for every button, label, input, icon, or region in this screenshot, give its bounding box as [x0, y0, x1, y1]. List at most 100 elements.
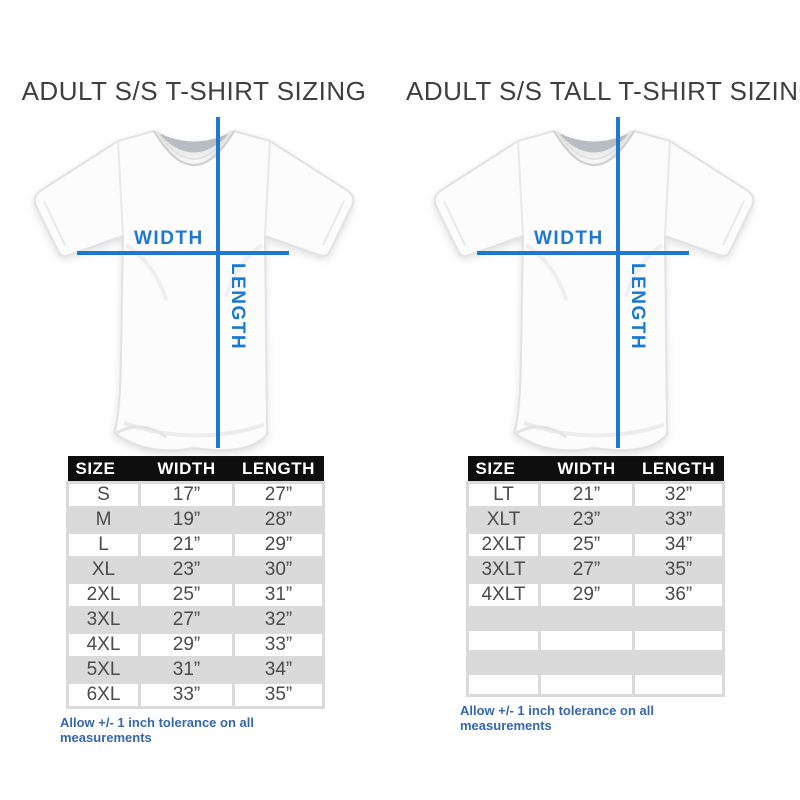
header-width: WIDTH [539, 456, 634, 483]
table-cell: XL [66, 555, 141, 584]
table-cell: 25” [538, 530, 635, 559]
table-row: 4XLT 29” 36” [466, 580, 725, 609]
page-title-tall: ADULT S/S TALL T-SHIRT SIZING [406, 76, 800, 106]
table-header-row: SIZE WIDTH LENGTH [67, 456, 324, 483]
table-cell: M [66, 505, 141, 534]
table-cell: 19” [138, 505, 235, 534]
table-cell: 23” [538, 505, 635, 534]
tolerance-note: Allow +/- 1 inch tolerance on all measur… [60, 714, 254, 745]
table-row [466, 649, 725, 675]
size-table-tall: SIZE WIDTH LENGTH LT 21” 32” XLT 23” 33” 2XLT 2… [466, 456, 725, 697]
table-row [466, 671, 725, 697]
table-header-row: SIZE WIDTH LENGTH [467, 456, 724, 483]
table-cell: 30” [232, 555, 325, 584]
table-cell: 36” [632, 580, 725, 609]
table-cell: 29” [138, 630, 235, 659]
table-cell: 21” [538, 480, 635, 509]
header-length: LENGTH [233, 456, 324, 483]
table-row: 2XLT 25” 34” [466, 530, 725, 559]
size-table-regular: SIZE WIDTH LENGTH S 17” 27” M 19” 28” L 21” 29” X… [66, 456, 325, 709]
table-cell: 21” [138, 530, 235, 559]
header-length: LENGTH [633, 456, 724, 483]
table-cell: 32” [632, 480, 725, 509]
table-row: M 19” 28” [66, 505, 325, 534]
length-measure-line [216, 117, 220, 449]
table-cell: 3XLT [466, 555, 541, 584]
table-cell: 4XL [66, 630, 141, 659]
table-row: S 17” 27” [66, 480, 325, 509]
length-label: LENGTH [627, 263, 648, 351]
table-cell: 2XLT [466, 530, 541, 559]
table-cell: 3XL [66, 605, 141, 634]
table-row: 6XL 33” 35” [66, 680, 325, 709]
table-row: LT 21” 32” [466, 480, 725, 509]
panel-tall-sizing: ADULT S/S TALL T-SHIRT SIZING WIDTH LENG… [406, 0, 800, 800]
table-cell: 23” [138, 555, 235, 584]
table-cell [538, 649, 635, 675]
table-cell: 33” [232, 630, 325, 659]
tshirt-measure-diagram: WIDTH LENGTH [24, 115, 364, 453]
length-label: LENGTH [227, 263, 248, 351]
table-cell: 28” [232, 505, 325, 534]
table-cell [632, 627, 725, 653]
header-width: WIDTH [139, 456, 234, 483]
table-cell: LT [466, 480, 541, 509]
table-cell: 35” [232, 680, 325, 709]
table-cell: 31” [232, 580, 325, 609]
table-cell: 17” [138, 480, 235, 509]
table-cell [632, 671, 725, 697]
table-cell: 31” [138, 655, 235, 684]
table-cell: 5XL [66, 655, 141, 684]
table-cell: 29” [232, 530, 325, 559]
table-cell: 33” [138, 680, 235, 709]
header-size: SIZE [67, 456, 140, 483]
table-row: 2XL 25” 31” [66, 580, 325, 609]
table-row: XLT 23” 33” [466, 505, 725, 534]
width-measure-line [477, 251, 689, 256]
table-cell: 35” [632, 555, 725, 584]
width-label: WIDTH [134, 228, 204, 250]
table-cell [538, 671, 635, 697]
table-row [466, 605, 725, 631]
table-cell: 27” [232, 480, 325, 509]
table-cell: 25” [138, 580, 235, 609]
table-cell: L [66, 530, 141, 559]
table-cell [466, 627, 541, 653]
table-cell [632, 649, 725, 675]
table-cell: 27” [538, 555, 635, 584]
table-cell [632, 605, 725, 631]
table-cell: 33” [632, 505, 725, 534]
panel-regular-sizing: ADULT S/S T-SHIRT SIZING WIDTH LENGTH [6, 0, 382, 800]
table-row: 3XLT 27” 35” [466, 555, 725, 584]
table-cell [466, 649, 541, 675]
table-row: L 21” 29” [66, 530, 325, 559]
width-label: WIDTH [534, 228, 604, 250]
table-cell: S [66, 480, 141, 509]
table-cell [466, 605, 541, 631]
table-cell: 27” [138, 605, 235, 634]
table-row [466, 627, 725, 653]
table-cell: 4XLT [466, 580, 541, 609]
length-measure-line [616, 117, 620, 449]
tshirt-image [33, 130, 355, 452]
table-cell: 34” [632, 530, 725, 559]
table-cell [538, 605, 635, 631]
table-cell: 32” [232, 605, 325, 634]
tolerance-note: Allow +/- 1 inch tolerance on all measur… [460, 702, 654, 733]
table-cell: 6XL [66, 680, 141, 709]
header-size: SIZE [467, 456, 540, 483]
size-table-wrap: SIZE WIDTH LENGTH S 17” 27” M 19” 28” L 21” 29” X… [60, 456, 325, 745]
page-title: ADULT S/S T-SHIRT SIZING [21, 76, 367, 106]
size-table-wrap: SIZE WIDTH LENGTH LT 21” 32” XLT 23” 33” 2XLT 2… [460, 456, 725, 733]
table-row: XL 23” 30” [66, 555, 325, 584]
table-row: 5XL 31” 34” [66, 655, 325, 684]
table-cell [538, 627, 635, 653]
table-cell: XLT [466, 505, 541, 534]
tshirt-measure-diagram-tall: WIDTH LENGTH [424, 115, 764, 453]
table-cell [466, 671, 541, 697]
table-cell: 2XL [66, 580, 141, 609]
table-cell: 34” [232, 655, 325, 684]
table-row: 3XL 27” 32” [66, 605, 325, 634]
table-row: 4XL 29” 33” [66, 630, 325, 659]
